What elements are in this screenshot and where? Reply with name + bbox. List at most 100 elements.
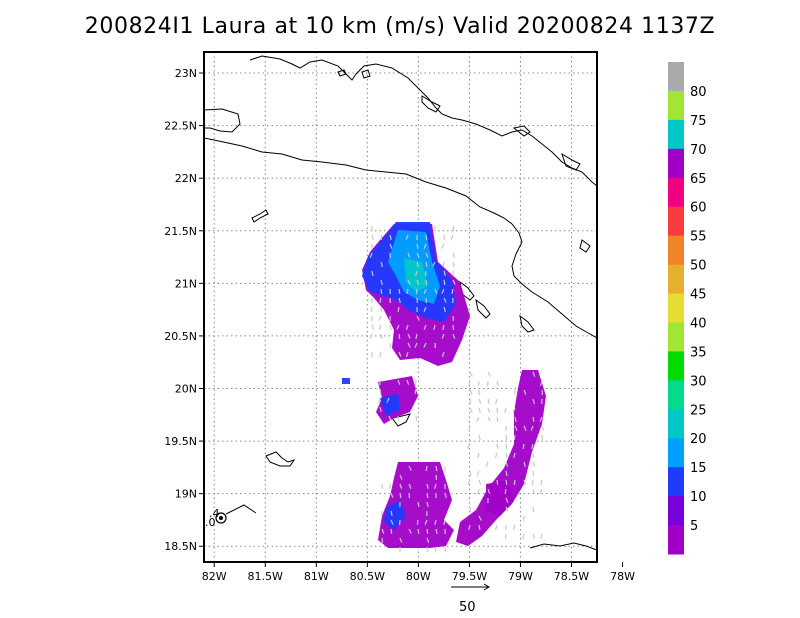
wind-speed-region [380,394,400,416]
colorbar-swatch [668,119,684,150]
wind-vector [408,528,412,534]
wind-vector [468,380,471,387]
colorbar-swatch [668,177,684,208]
lon-tick-label: 79W [508,570,533,583]
chart-title: 200824I1 Laura at 10 km (m/s) Valid 2020… [84,14,716,39]
wind-vector [532,533,536,539]
wind-vector [494,524,498,530]
wind-vector [416,315,420,321]
colorbar-label: 5 [690,519,698,534]
wind-vector [407,279,411,285]
colorbar-label: 35 [690,345,707,360]
wind-vector [380,279,383,285]
wind-vector [426,492,429,499]
wind-vector [381,483,384,490]
wind-speed-region [384,500,406,530]
wind-vector [407,342,411,348]
lat-tick-label: 18.5N [164,540,197,553]
wind-vector [407,333,411,339]
wind-vector [504,488,507,495]
colorbar-label: 40 [690,316,707,331]
wind-vector [505,506,509,512]
wind-vector [370,306,373,313]
wind-vector [371,234,374,240]
wind-vector [513,452,516,458]
wind-vector [443,306,447,312]
wind-vector [398,288,401,295]
reference-vector-label: 50 [459,600,476,615]
wind-vector [487,416,491,422]
wind-vector [496,407,499,414]
wind-vector [408,483,412,489]
colorbar-swatch [668,525,684,555]
wind-vector [423,306,427,312]
wind-vector [416,261,419,267]
wind-vector [378,397,381,404]
wind-vector [496,443,499,450]
wind-vector [423,243,427,249]
wind-vector [369,252,373,258]
coastline [519,314,535,333]
wind-vector [398,351,402,357]
colorbar-label: 50 [690,259,707,274]
wind-vector [532,488,535,494]
wind-vector [478,407,481,413]
wind-vector [426,537,430,543]
colorbar-swatch [668,62,684,92]
coastline [475,298,491,319]
wind-vector [443,279,446,286]
colorbar-label: 25 [690,403,707,418]
wind-vector [487,371,491,377]
colorbar-label: 15 [690,461,707,476]
wind-vector [523,479,527,485]
wind-vector [423,342,427,348]
wind-vector [468,425,471,432]
coastline [337,69,347,77]
wind-vector [390,492,394,498]
wind-vector [476,470,480,476]
wind-vector [414,388,417,395]
wind-vector [478,434,481,440]
wind-vector [380,261,384,267]
wind-vector [434,546,437,553]
wind-vector [389,324,392,330]
wind-vector [397,415,400,422]
wind-vector [505,470,508,477]
wind-vector [399,483,403,489]
wind-vector [416,279,420,285]
lat-tick-label: 21N [175,277,197,290]
wind-vector [399,492,402,499]
storm-label-top: .4 [209,507,220,520]
wind-vector [371,324,375,330]
wind-vector [505,452,508,458]
wind-vector [513,479,516,486]
wind-vector [380,333,383,339]
wind-vector [505,461,509,467]
wind-vector [505,479,508,486]
wind-vector [407,252,411,258]
wind-vector [389,243,393,249]
wind-vector [390,510,393,517]
wind-vector [443,519,446,526]
wind-vector [415,288,418,295]
coastline [529,542,597,551]
colorbar-swatch [668,438,684,468]
colorbar-label: 10 [690,490,707,505]
wind-vector [442,261,445,268]
storm-center-marker: .4 .0 [205,504,257,529]
wind-vector [443,234,446,241]
wind-vector [379,406,382,412]
coastline [391,413,411,427]
wind-vector [495,398,498,404]
wind-vector [541,425,545,431]
colorbar-label: 45 [690,288,707,303]
wind-vector [378,324,382,330]
wind-vector [405,324,409,330]
wind-vector [443,270,446,276]
colorbar-swatch [668,409,684,439]
coastline [579,239,591,253]
wind-vector [469,371,473,377]
storm-label-bottom: .0 [205,516,216,529]
wind-vector [477,452,480,459]
map-frame [203,51,598,563]
